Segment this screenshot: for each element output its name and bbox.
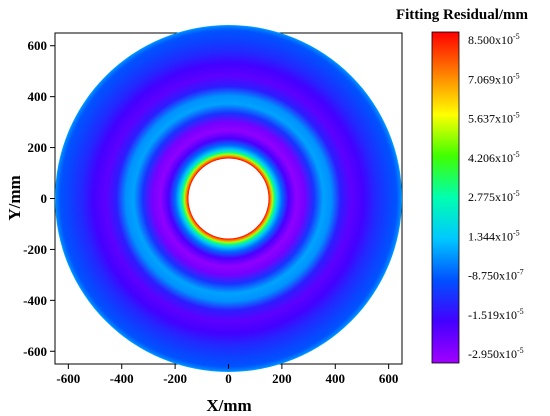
colorbar-gradient	[431, 31, 460, 364]
x-tick-label: -400	[110, 371, 134, 386]
y-tick-label: 200	[28, 140, 48, 155]
colorbar-label: 8.500x10-5	[468, 32, 520, 47]
colorbar-label-mantissa: 8.500x10	[468, 33, 513, 47]
y-tick-label: 400	[28, 89, 48, 104]
colorbar-label-exponent: -5	[517, 307, 524, 316]
colorbar-label-mantissa: 5.637x10	[468, 112, 513, 126]
x-tick-label: 400	[326, 371, 346, 386]
y-tick-label: -600	[23, 344, 47, 359]
y-axis-title: Y/mm	[5, 175, 24, 220]
y-tick-label: -400	[23, 293, 47, 308]
colorbar-label-mantissa: -8.750x10	[468, 269, 517, 283]
colorbar-label-mantissa: 7.069x10	[468, 72, 513, 86]
colorbar-title: Fitting Residual/mm	[396, 7, 529, 23]
colorbar-label-exponent: -5	[517, 346, 524, 355]
colorbar-label-exponent: -5	[513, 189, 520, 198]
colorbar-label-exponent: -5	[513, 150, 520, 159]
y-tick-label: -200	[23, 242, 47, 257]
colorbar-label-mantissa: -1.519x10	[468, 308, 517, 322]
y-tick-label: 600	[28, 38, 48, 53]
colorbar-label: 2.775x10-5	[468, 189, 520, 204]
colorbar-label: -2.950x10-5	[468, 346, 524, 361]
central-hole	[188, 158, 269, 239]
x-tick-label: 0	[225, 371, 232, 386]
colorbar-label-exponent: -5	[513, 111, 520, 120]
x-tick-label: -200	[163, 371, 187, 386]
colorbar-label-exponent: -5	[513, 228, 520, 237]
colorbar-label-mantissa: -2.950x10	[468, 347, 517, 361]
colorbar-label-exponent: -7	[517, 268, 524, 277]
x-axis-ticks: -600 -400 -200 0 200 400 600	[56, 364, 398, 386]
colorbar-label-mantissa: 4.206x10	[468, 151, 513, 165]
y-tick-label: 0	[41, 191, 48, 206]
x-axis-title: X/mm	[206, 396, 251, 415]
x-tick-label: 200	[272, 371, 292, 386]
colorbar-label: -1.519x10-5	[468, 307, 524, 322]
colorbar-label: 5.637x10-5	[468, 111, 520, 126]
residual-heatmap	[55, 25, 402, 372]
y-axis-ticks: 600 400 200 0 -200 -400 -600	[23, 38, 55, 359]
colorbar-label: 1.344x10-5	[468, 228, 520, 243]
colorbar-label-mantissa: 2.775x10	[468, 190, 513, 204]
x-tick-label: -600	[56, 371, 80, 386]
colorbar-label-exponent: -5	[513, 71, 520, 80]
colorbar-label-exponent: -5	[513, 32, 520, 41]
colorbar-label: -8.750x10-7	[468, 268, 524, 283]
colorbar-label-mantissa: 1.344x10	[468, 229, 513, 243]
colorbar-label: 7.069x10-5	[468, 71, 520, 86]
x-tick-label: 600	[379, 371, 399, 386]
colorbar-label: 4.206x10-5	[468, 150, 520, 165]
colorbar-labels: 8.500x10-57.069x10-55.637x10-54.206x10-5…	[468, 32, 524, 361]
